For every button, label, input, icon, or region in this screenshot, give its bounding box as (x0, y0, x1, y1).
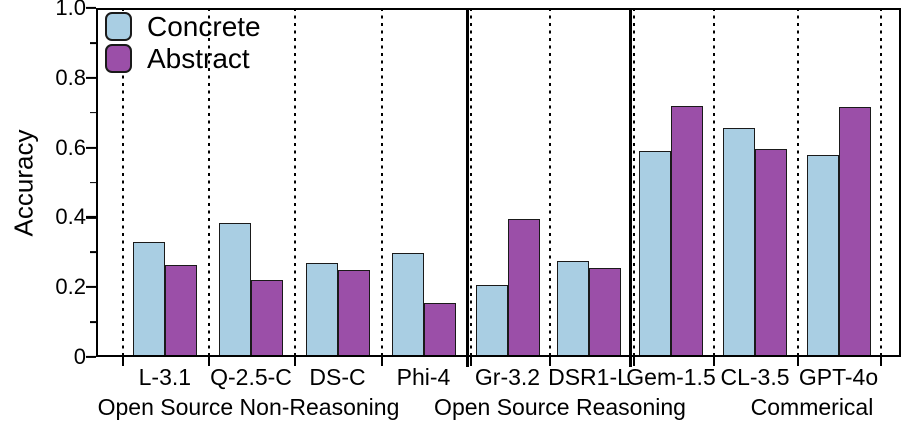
dotted-gridline (797, 8, 799, 357)
dotted-gridline (633, 8, 635, 357)
bar-Gr-3.2-concrete (475, 284, 508, 357)
y-major-tick (86, 146, 96, 149)
bar-Q-2.5-C-concrete (219, 222, 251, 357)
y-minor-tick (90, 181, 96, 184)
x-tick (797, 357, 799, 366)
x-tick (549, 357, 551, 366)
legend-label-abstract: Abstract (147, 42, 250, 74)
dotted-gridline (294, 8, 296, 357)
dotted-gridline (470, 8, 472, 357)
y-major-tick (86, 286, 96, 289)
group-separator-line (629, 8, 632, 367)
bar-CL-3.5-abstract (755, 149, 787, 357)
x-tick (633, 357, 635, 366)
y-tick-label: 1.0 (55, 0, 86, 20)
bar-DSR1-L-abstract (589, 268, 621, 357)
x-tick-label-L-3.1: L-3.1 (138, 364, 192, 390)
x-tick-label-Gr-3.2: Gr-3.2 (474, 364, 541, 390)
x-tick (208, 357, 210, 366)
legend-item-abstract: Abstract (105, 44, 261, 73)
group-label: Open Source Reasoning (434, 394, 686, 420)
y-tick-label: 0.2 (55, 274, 86, 300)
group-label: Open Source Non-Reasoning (97, 394, 400, 420)
x-tick (470, 357, 472, 366)
legend-item-concrete: Concrete (105, 12, 261, 41)
y-major-tick (86, 76, 96, 79)
x-tick-label-Phi-4: Phi-4 (396, 364, 451, 390)
dotted-gridline (381, 8, 383, 357)
x-tick-label-DS-C: DS-C (309, 364, 366, 390)
bar-DS-C-abstract (337, 270, 370, 357)
y-major-tick (86, 216, 96, 219)
legend: Concrete Abstract (105, 12, 261, 76)
legend-label-concrete: Concrete (147, 10, 261, 42)
bar-CL-3.5-concrete (723, 128, 755, 357)
y-tick-label: 0.8 (55, 64, 86, 90)
y-major-tick (86, 355, 96, 359)
dotted-gridline (208, 8, 210, 357)
bar-Phi-4-abstract (423, 302, 456, 357)
bar-Gr-3.2-abstract (507, 219, 540, 357)
y-minor-tick (90, 111, 96, 114)
concrete-swatch-icon (105, 12, 132, 41)
y-minor-tick (90, 321, 96, 323)
y-tick-label: 0.6 (55, 134, 86, 160)
bar-DSR1-L-concrete (557, 261, 589, 357)
dotted-gridline (880, 8, 882, 357)
y-tick-label: 0.4 (55, 204, 86, 230)
bar-DS-C-concrete (305, 262, 338, 357)
group-label: Commerical (750, 394, 874, 420)
bar-GPT-4o-concrete (806, 154, 839, 357)
bar-L-3.1-concrete (132, 241, 165, 357)
x-tick-label-Q-2.5-C: Q-2.5-C (210, 364, 292, 390)
bar-Q-2.5-C-abstract (251, 280, 283, 357)
dotted-gridline (121, 8, 124, 357)
y-minor-tick (90, 41, 96, 44)
group-separator-line (466, 8, 469, 367)
bar-GPT-4o-abstract (838, 107, 871, 357)
bar-Gem-1.5-concrete (639, 151, 671, 357)
x-tick-label-GPT-4o: GPT-4o (798, 364, 879, 390)
y-major-tick (86, 6, 96, 10)
x-tick-label-CL-3.5: CL-3.5 (720, 364, 790, 390)
x-tick (880, 357, 882, 366)
bar-Gem-1.5-abstract (671, 105, 703, 357)
x-tick-label-Gem-1.5: Gem-1.5 (626, 364, 716, 390)
y-minor-tick (90, 251, 96, 254)
x-tick (381, 357, 383, 366)
x-tick (121, 357, 124, 366)
bar-L-3.1-abstract (164, 264, 197, 357)
x-tick-label-DSR1-L: DSR1-L (548, 364, 630, 390)
x-tick (294, 357, 296, 366)
bar-Phi-4-concrete (391, 252, 424, 357)
plot-area: 0 0.2 0.4 0.6 0.8 1.0 L-3.1 Q-2.5-C DS-C Phi-4 Gr… (9, 0, 901, 419)
y-axis-title: Accuracy (8, 129, 39, 236)
abstract-swatch-icon (105, 44, 132, 73)
y-tick-label: 0 (73, 344, 86, 369)
x-tick (713, 357, 715, 366)
dotted-gridline (713, 8, 715, 357)
dotted-gridline (549, 8, 551, 357)
